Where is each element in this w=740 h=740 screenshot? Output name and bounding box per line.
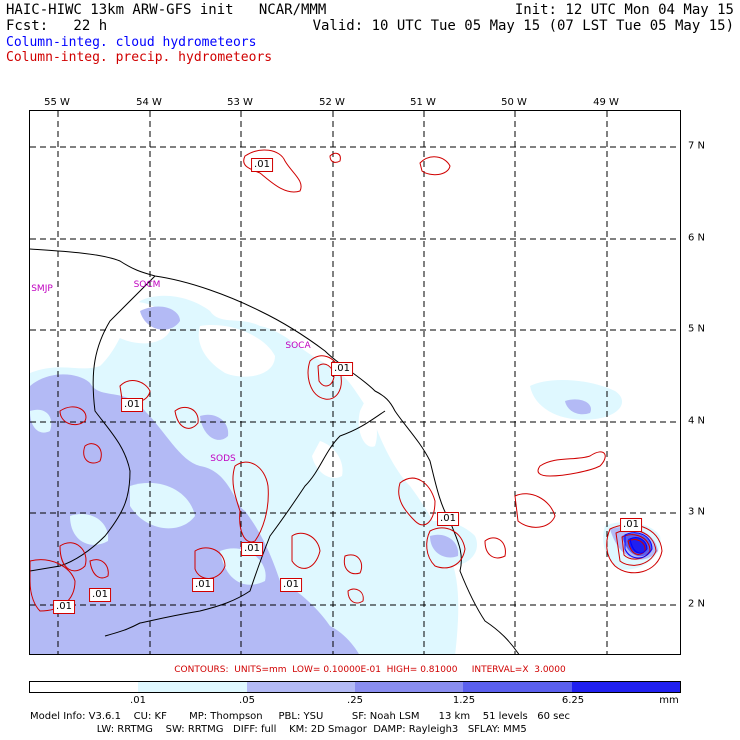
contour-label: .01	[280, 578, 302, 592]
colorbar-tick: .01	[130, 695, 146, 706]
lat-label: 2 N	[688, 598, 706, 610]
header-title: HAIC-HIWC 13km ARW-GFS init NCAR/MMM	[6, 2, 327, 18]
station-label: SOCA	[285, 341, 311, 351]
contour-label: .01	[331, 362, 353, 376]
station-label: SOCM	[133, 280, 161, 290]
contour-label: .01	[192, 578, 214, 592]
station-label: SMJP	[31, 284, 53, 294]
lon-label: 55 W	[44, 97, 70, 108]
cloud-shading-medium	[430, 534, 459, 558]
cloud-shading-medium	[565, 399, 591, 415]
lon-label: 51 W	[410, 97, 436, 108]
lat-label: 7 N	[688, 140, 706, 152]
map-panel: SMJP SOCM SOCA SODS .01 .01 .01 .01 .01 …	[29, 110, 681, 655]
cloud-contours	[624, 532, 653, 559]
legend-precip: Column-integ. precip. hydrometeors	[6, 50, 273, 65]
lon-label: 52 W	[319, 97, 345, 108]
header-valid-time: Valid: 10 UTC Tue 05 May 15 (07 LST Tue …	[312, 18, 734, 34]
lat-label: 4 N	[688, 415, 706, 427]
colorbar-bin	[138, 682, 247, 692]
cloud-shading-max	[628, 537, 648, 554]
colorbar-unit: mm	[659, 695, 679, 706]
lat-label: 6 N	[688, 232, 706, 244]
lon-label: 53 W	[227, 97, 253, 108]
lon-label: 49 W	[593, 97, 619, 108]
coastline	[30, 248, 520, 654]
colorbar-tick: 1.25	[452, 695, 476, 706]
header-forecast-hour: Fcst: 22 h	[6, 18, 108, 34]
contour-label: .01	[251, 158, 273, 172]
colorbar-bin	[463, 682, 572, 692]
lat-lon-grid	[30, 111, 680, 654]
contour-label: .01	[121, 398, 143, 412]
colorbar-tick: 6.25	[561, 695, 585, 706]
colorbar-tick: .05	[239, 695, 255, 706]
colorbar-tick: .25	[347, 695, 363, 706]
colorbar-bin	[571, 682, 680, 692]
colorbar	[29, 681, 681, 693]
lat-label: 3 N	[688, 506, 706, 518]
contour-label: .01	[241, 542, 263, 556]
contour-label: .01	[89, 588, 111, 602]
colorbar-bin	[246, 682, 355, 692]
contour-label: .01	[620, 518, 642, 532]
contour-label: .01	[437, 512, 459, 526]
lat-label: 5 N	[688, 323, 706, 335]
colorbar-bin	[354, 682, 464, 692]
contour-info: CONTOURS: UNITS=mm LOW= 0.10000E-01 HIGH…	[174, 665, 566, 675]
lon-label: 50 W	[501, 97, 527, 108]
model-info-line2: LW: RRTMG SW: RRTMG DIFF: full KM: 2D Sm…	[30, 724, 527, 735]
colorbar-bin	[30, 682, 139, 692]
contour-label: .01	[53, 600, 75, 614]
lon-label: 54 W	[136, 97, 162, 108]
header-init-time: Init: 12 UTC Mon 04 May 15	[514, 2, 734, 18]
map-canvas	[30, 111, 680, 654]
cloud-shading-medium	[200, 414, 229, 440]
model-info-line1: Model Info: V3.6.1 CU: KF MP: Thompson P…	[30, 711, 570, 722]
legend-cloud: Column-integ. cloud hydrometeors	[6, 35, 257, 50]
station-label: SODS	[210, 454, 236, 464]
